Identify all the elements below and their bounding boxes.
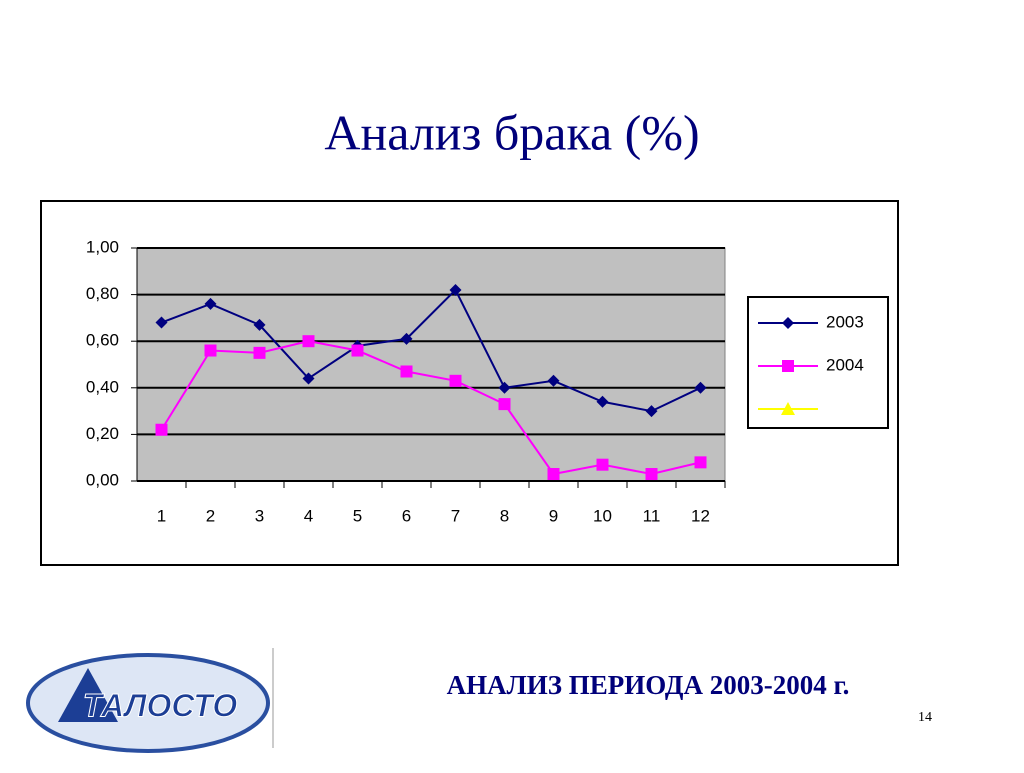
marker <box>596 395 609 408</box>
marker <box>400 332 413 345</box>
marker <box>351 344 364 357</box>
x-tick-label: 6 <box>402 506 411 525</box>
marker <box>204 297 217 310</box>
logo-text: ТАЛОСТО <box>83 687 238 723</box>
x-tick-label: 2 <box>206 506 215 525</box>
x-tick-label: 7 <box>451 506 460 525</box>
marker <box>498 398 511 411</box>
legend-label: 2003 <box>826 312 864 331</box>
marker <box>498 381 511 394</box>
marker <box>694 456 707 469</box>
marker <box>547 374 560 387</box>
x-tick-label: 1 <box>157 506 166 525</box>
marker <box>449 283 462 296</box>
legend-box <box>747 296 889 429</box>
y-tick-label: 1,00 <box>86 237 119 256</box>
legend-marker <box>781 402 795 415</box>
y-tick-label: 0,60 <box>86 331 119 350</box>
x-tick-label: 11 <box>643 506 661 525</box>
plot-area <box>136 247 726 482</box>
legend-marker <box>782 317 794 329</box>
series-line <box>161 288 701 413</box>
marker <box>596 458 609 471</box>
x-tick-label: 12 <box>691 506 710 525</box>
marker <box>253 346 266 359</box>
marker <box>645 468 658 481</box>
y-tick-label: 0,80 <box>86 284 119 303</box>
legend-marker <box>782 360 794 372</box>
marker <box>302 335 315 348</box>
x-tick-label: 8 <box>500 506 509 525</box>
y-tick-label: 0,40 <box>86 377 119 396</box>
x-tick-label: 5 <box>353 506 362 525</box>
x-tick-label: 10 <box>593 506 612 525</box>
marker <box>155 316 168 329</box>
y-tick-label: 0,20 <box>86 424 119 443</box>
marker <box>400 365 413 378</box>
marker <box>694 381 707 394</box>
marker <box>302 372 315 385</box>
logo: ТАЛОСТО <box>26 648 274 753</box>
marker <box>253 318 266 331</box>
series-line <box>160 340 701 476</box>
logo-triangle <box>58 668 118 722</box>
page-number: 14 <box>918 710 932 725</box>
marker <box>547 468 560 481</box>
marker <box>204 344 217 357</box>
legend-label: 2004 <box>826 355 864 374</box>
x-tick-label: 9 <box>549 506 558 525</box>
marker <box>155 423 168 436</box>
footer-text: АНАЛИЗ ПЕРИОДА 2003-2004 г. <box>447 670 850 700</box>
x-tick-label: 3 <box>255 506 264 525</box>
y-tick-label: 0,00 <box>86 470 119 489</box>
slide-title: Анализ брака (%) <box>324 104 699 160</box>
marker <box>645 405 658 418</box>
x-tick-label: 4 <box>304 506 313 525</box>
marker <box>449 374 462 387</box>
